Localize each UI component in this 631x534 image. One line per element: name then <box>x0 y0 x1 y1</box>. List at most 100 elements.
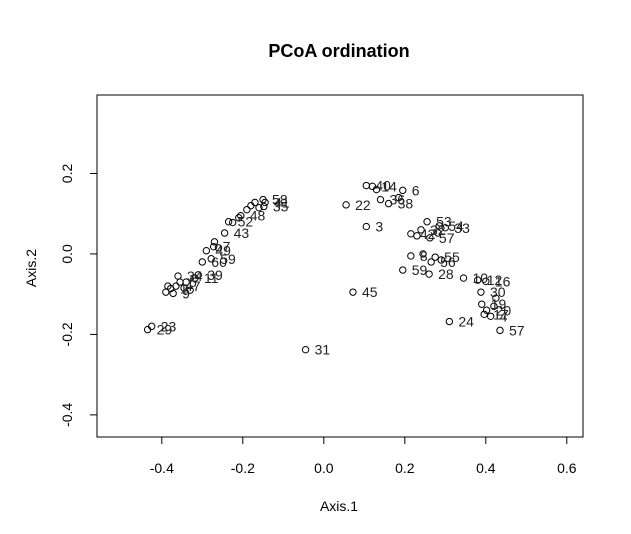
x-tick-label: -0.2 <box>231 460 255 476</box>
point-label: 29 <box>157 322 173 338</box>
data-point <box>162 288 170 296</box>
data-point <box>362 181 371 190</box>
data-point <box>423 218 431 226</box>
point-label: 53 <box>436 214 452 230</box>
point-label: 39 <box>207 267 223 283</box>
point-label: 56 <box>440 254 456 270</box>
data-point <box>251 198 259 207</box>
point-label: 49 <box>215 243 231 259</box>
data-point <box>434 229 442 237</box>
data-point <box>490 302 498 310</box>
y-tick-label: -0.2 <box>59 322 75 346</box>
data-point <box>210 238 219 246</box>
point-label: 33 <box>454 220 470 236</box>
chart-title: PCoA ordination <box>268 41 409 61</box>
data-point <box>260 202 268 211</box>
point-label: 41 <box>274 194 290 210</box>
data-point <box>399 186 407 195</box>
data-point <box>220 229 229 237</box>
point-label: 31 <box>315 342 331 358</box>
point-label: 12 <box>487 272 503 288</box>
point-label: 6 <box>412 182 420 198</box>
data-point <box>209 242 218 251</box>
data-point <box>349 288 357 296</box>
data-point <box>427 258 435 266</box>
data-point <box>426 234 434 242</box>
point-label: 57 <box>439 230 455 246</box>
data-point <box>478 300 486 308</box>
y-axis-label: Axis.2 <box>23 249 39 287</box>
point-label: 60 <box>211 254 227 270</box>
data-point <box>384 199 393 208</box>
point-label: 14 <box>381 178 397 194</box>
point-label: 58 <box>272 192 288 208</box>
data-point <box>445 317 454 326</box>
point-label: 42 <box>420 226 436 242</box>
point-label: 35 <box>273 198 289 214</box>
data-point <box>301 345 310 354</box>
x-tick-label: -0.4 <box>150 460 174 476</box>
data-point <box>174 272 182 280</box>
point-label: 40 <box>375 178 391 194</box>
x-axis-label: Axis.1 <box>320 498 358 514</box>
point-label: 32 <box>430 222 446 238</box>
point-label: 17 <box>493 306 509 322</box>
plot-frame <box>96 94 584 438</box>
data-point <box>169 289 177 298</box>
data-point <box>441 224 449 232</box>
point-label: 7 <box>223 239 231 255</box>
point-label: 43 <box>234 225 250 241</box>
data-points <box>143 181 504 354</box>
x-tick-label: 0.0 <box>314 460 334 476</box>
point-label: 38 <box>398 196 414 212</box>
point-label: 5 <box>189 274 197 290</box>
data-point <box>342 201 350 209</box>
x-tick-label: 0.6 <box>557 460 577 476</box>
data-point <box>496 326 504 335</box>
y-tick-label: -0.4 <box>59 403 75 427</box>
point-label: 4 <box>500 308 508 324</box>
data-point <box>376 195 385 204</box>
point-label: 34 <box>187 268 203 284</box>
data-point <box>437 256 445 264</box>
data-point <box>486 312 495 320</box>
data-point <box>207 255 215 263</box>
data-point <box>492 294 500 302</box>
data-point <box>198 258 207 266</box>
point-label: 45 <box>362 284 378 300</box>
data-point <box>477 288 485 296</box>
point-label: 19 <box>491 296 507 312</box>
point-label: 54 <box>448 218 464 234</box>
point-label: 22 <box>355 197 371 213</box>
data-point <box>399 266 407 274</box>
point-label: 47 <box>185 278 201 294</box>
point-label: 23 <box>161 318 177 334</box>
data-point <box>202 247 211 255</box>
data-point <box>191 274 199 282</box>
point-label: 1 <box>180 281 188 297</box>
point-label: 8 <box>420 248 428 264</box>
data-point <box>407 230 415 238</box>
data-point <box>255 203 263 212</box>
data-point <box>480 310 488 318</box>
point-label: 52 <box>238 214 254 230</box>
data-point <box>417 226 425 234</box>
point-label: 24 <box>458 314 474 330</box>
data-point <box>228 218 237 227</box>
point-label: 36 <box>390 192 406 208</box>
point-label: 10 <box>473 270 489 286</box>
data-point <box>368 182 377 191</box>
data-point <box>176 278 184 286</box>
data-point <box>186 286 194 294</box>
x-tick-label: 0.4 <box>476 460 496 476</box>
point-label: 11 <box>204 270 219 286</box>
data-point <box>482 277 490 285</box>
data-point <box>261 198 269 207</box>
data-point <box>362 222 371 231</box>
data-point <box>237 212 245 220</box>
y-tick-label: 0.0 <box>59 244 75 264</box>
data-point <box>407 252 415 260</box>
data-point <box>235 214 243 222</box>
data-point <box>431 253 439 261</box>
